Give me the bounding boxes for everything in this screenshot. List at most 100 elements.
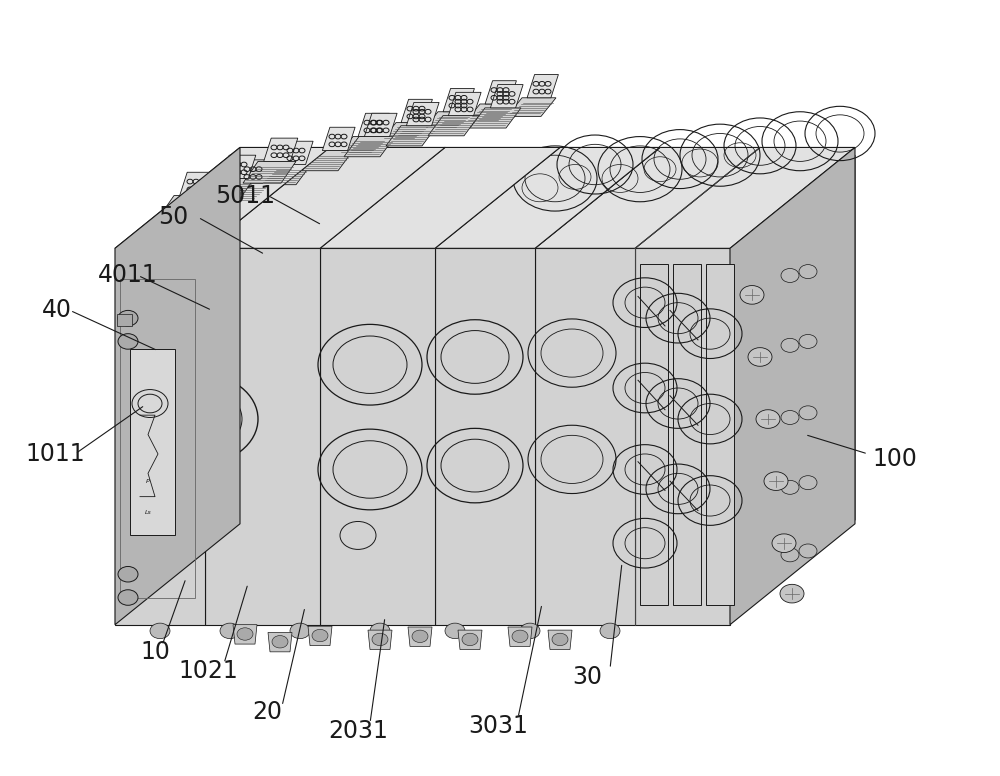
Text: 30: 30 (572, 665, 602, 688)
Polygon shape (507, 98, 556, 116)
Polygon shape (443, 88, 474, 112)
Circle shape (781, 548, 799, 562)
Circle shape (756, 410, 780, 428)
Circle shape (462, 633, 478, 646)
Polygon shape (320, 147, 560, 248)
Circle shape (520, 623, 540, 639)
Polygon shape (508, 627, 532, 646)
Text: 3031: 3031 (468, 714, 528, 737)
Circle shape (370, 623, 390, 639)
Circle shape (118, 566, 138, 582)
Polygon shape (180, 172, 214, 196)
Circle shape (150, 623, 170, 639)
Circle shape (512, 630, 528, 643)
Polygon shape (706, 264, 734, 605)
Bar (117, 314, 132, 326)
Circle shape (600, 623, 620, 639)
Bar (120, 279, 195, 598)
Text: 50: 50 (158, 206, 188, 229)
Circle shape (118, 590, 138, 605)
Text: 20: 20 (252, 701, 282, 724)
Polygon shape (673, 264, 701, 605)
Polygon shape (470, 108, 521, 128)
Polygon shape (217, 183, 268, 203)
Text: 5011: 5011 (215, 184, 275, 207)
Polygon shape (368, 630, 392, 650)
Text: 4011: 4011 (98, 264, 158, 287)
Circle shape (118, 334, 138, 349)
Polygon shape (205, 248, 320, 625)
Polygon shape (458, 630, 482, 650)
Circle shape (237, 628, 253, 640)
Polygon shape (130, 349, 175, 535)
Circle shape (781, 338, 799, 352)
Circle shape (799, 476, 817, 490)
Polygon shape (465, 104, 514, 123)
Text: 100: 100 (872, 448, 917, 471)
Polygon shape (308, 626, 332, 646)
Circle shape (781, 268, 799, 282)
Circle shape (799, 265, 817, 279)
Text: 1011: 1011 (25, 442, 85, 466)
Polygon shape (280, 141, 313, 165)
Polygon shape (322, 127, 355, 151)
Text: 1021: 1021 (178, 660, 238, 683)
Polygon shape (490, 85, 523, 108)
Circle shape (220, 623, 240, 639)
Polygon shape (115, 147, 240, 625)
Text: Ls: Ls (145, 510, 151, 514)
Polygon shape (435, 147, 660, 248)
Circle shape (780, 584, 804, 603)
Circle shape (412, 630, 428, 643)
Polygon shape (205, 147, 445, 248)
Polygon shape (635, 248, 730, 625)
Polygon shape (237, 160, 270, 183)
Circle shape (799, 406, 817, 420)
Polygon shape (435, 248, 535, 625)
Circle shape (445, 623, 465, 639)
Polygon shape (408, 627, 432, 646)
Polygon shape (320, 248, 435, 625)
Circle shape (799, 544, 817, 558)
Polygon shape (115, 248, 205, 625)
Polygon shape (115, 147, 330, 248)
Polygon shape (159, 196, 212, 217)
Circle shape (312, 629, 328, 642)
Polygon shape (233, 625, 257, 644)
Circle shape (772, 534, 796, 553)
Polygon shape (428, 116, 479, 136)
Polygon shape (406, 102, 439, 126)
Polygon shape (344, 137, 395, 157)
Circle shape (740, 286, 764, 304)
Circle shape (781, 480, 799, 494)
Polygon shape (448, 92, 481, 116)
Polygon shape (264, 138, 298, 161)
Polygon shape (535, 248, 635, 625)
Polygon shape (338, 137, 387, 155)
Polygon shape (730, 147, 855, 625)
Polygon shape (423, 112, 472, 130)
Circle shape (290, 623, 310, 639)
Polygon shape (730, 155, 855, 621)
Text: P: P (146, 479, 150, 483)
Polygon shape (268, 632, 292, 652)
Circle shape (372, 633, 388, 646)
Polygon shape (302, 151, 353, 171)
Circle shape (118, 310, 138, 326)
Polygon shape (243, 161, 296, 183)
Polygon shape (640, 264, 668, 605)
Polygon shape (222, 155, 256, 178)
Circle shape (799, 334, 817, 348)
Polygon shape (364, 113, 397, 137)
Polygon shape (386, 126, 437, 146)
Polygon shape (535, 147, 760, 248)
Polygon shape (635, 147, 855, 248)
Polygon shape (548, 630, 572, 650)
Polygon shape (527, 74, 558, 98)
Circle shape (764, 472, 788, 490)
Text: 2031: 2031 (328, 719, 388, 743)
Circle shape (552, 633, 568, 646)
Circle shape (272, 636, 288, 648)
Polygon shape (260, 165, 311, 185)
Circle shape (781, 411, 799, 424)
